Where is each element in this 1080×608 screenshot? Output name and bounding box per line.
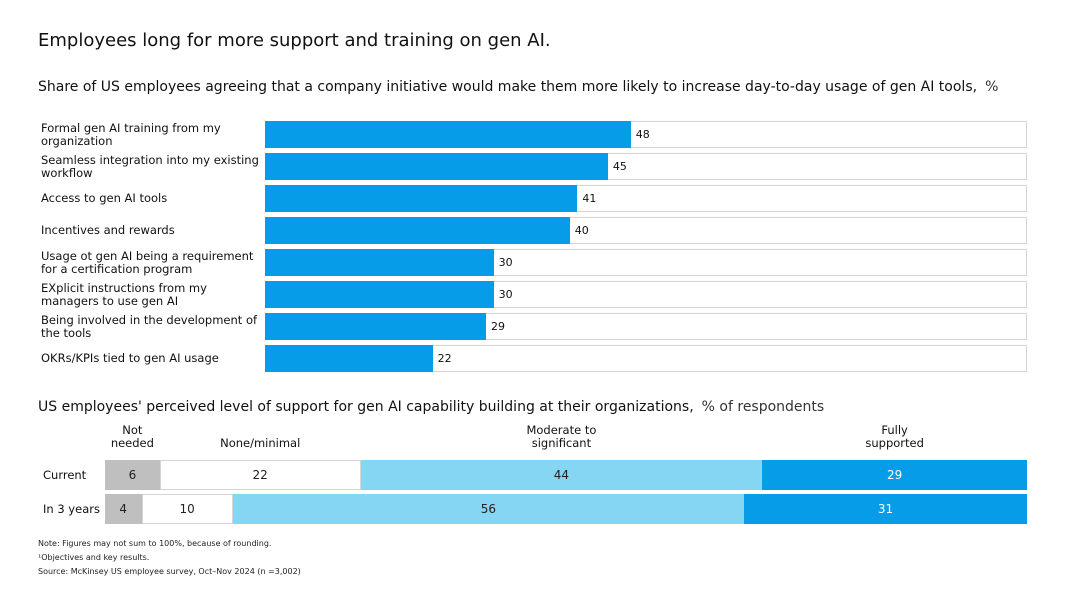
legend-label: Moderate to significant xyxy=(526,423,597,450)
value-label: 29 xyxy=(886,468,903,482)
value-label: 22 xyxy=(252,468,268,482)
category-label: Usage ot gen AI being a requirement for … xyxy=(41,248,254,276)
segment: 10 xyxy=(141,494,233,524)
segment: 4 xyxy=(105,494,142,524)
value-label: 29 xyxy=(490,320,505,333)
segment: 56 xyxy=(232,494,744,524)
segment: 6 xyxy=(105,460,160,490)
subtitle-text: US employees' perceived level of support… xyxy=(38,399,694,415)
bar xyxy=(265,249,494,276)
value-label: 22 xyxy=(437,352,452,365)
category-label: Incentives and rewards xyxy=(41,223,175,237)
segment: 44 xyxy=(360,460,763,490)
bar xyxy=(265,153,608,180)
value-label: 4 xyxy=(119,502,128,516)
category-label: Current xyxy=(43,467,87,482)
category-label: EXplicit instructions from my managers t… xyxy=(41,280,207,308)
subtitle-unit: % of respondents xyxy=(701,399,825,415)
bar xyxy=(265,121,631,148)
chart-subtitle: US employees' perceived level of support… xyxy=(38,399,824,415)
value-label: 48 xyxy=(635,128,650,141)
legend-label: Fully supported xyxy=(865,423,924,450)
segment: 22 xyxy=(159,460,361,490)
bar xyxy=(265,217,570,244)
segment: 29 xyxy=(762,460,1027,490)
value-label: 44 xyxy=(553,468,570,482)
page-title: Employees long for more support and trai… xyxy=(38,30,551,51)
note: ¹Objectives and key results. xyxy=(38,553,150,562)
subtitle-unit: % xyxy=(985,79,999,95)
value-label: 30 xyxy=(498,288,513,301)
category-label: Access to gen AI tools xyxy=(41,191,168,205)
category-label: Being involved in the development of the… xyxy=(41,312,258,340)
bar xyxy=(265,345,433,372)
value-label: 31 xyxy=(877,502,894,516)
note: Source: McKinsey US employee survey, Oct… xyxy=(38,567,301,576)
bar xyxy=(265,185,578,212)
legend-label: None/minimal xyxy=(220,436,301,450)
bar xyxy=(265,281,494,308)
category-label: Formal gen AI training from my organizat… xyxy=(41,120,221,148)
category-label: In 3 years xyxy=(43,501,100,516)
bar xyxy=(265,313,486,340)
category-label: OKRs/KPIs tied to gen AI usage xyxy=(41,351,219,365)
subtitle-text: Share of US employees agreeing that a co… xyxy=(38,79,978,95)
note: Note: Figures may not sum to 100%, becau… xyxy=(38,539,272,548)
value-label: 40 xyxy=(574,224,589,237)
value-label: 41 xyxy=(582,192,597,205)
value-label: 45 xyxy=(612,160,627,173)
chart-subtitle: Share of US employees agreeing that a co… xyxy=(38,79,998,95)
segment: 31 xyxy=(744,494,1027,524)
value-label: 6 xyxy=(128,468,137,482)
value-label: 56 xyxy=(480,502,497,516)
value-label: 30 xyxy=(498,256,513,269)
category-label: Seamless integration into my existing wo… xyxy=(41,152,259,180)
value-label: 10 xyxy=(179,502,195,516)
legend-label: Not needed xyxy=(110,423,154,450)
